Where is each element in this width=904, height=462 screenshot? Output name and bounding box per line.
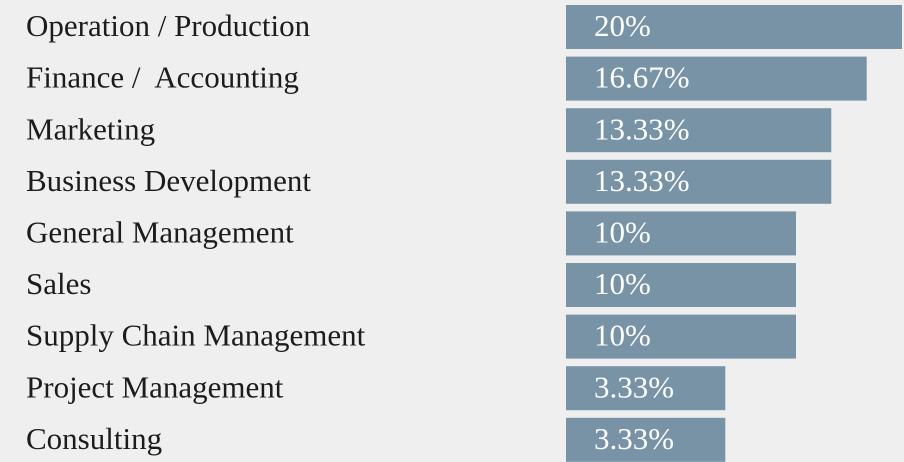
value-label: 13.33% bbox=[594, 111, 690, 146]
category-label: Business Development bbox=[26, 163, 311, 198]
category-label: Marketing bbox=[26, 111, 155, 146]
bar bbox=[566, 417, 726, 462]
value-label: 10% bbox=[594, 318, 651, 353]
value-label: 10% bbox=[594, 215, 651, 250]
value-label: 16.67% bbox=[594, 60, 690, 95]
category-label: Sales bbox=[26, 266, 91, 301]
value-label: 10% bbox=[594, 266, 651, 301]
bar bbox=[566, 366, 726, 411]
bar bbox=[566, 314, 796, 359]
bar bbox=[566, 263, 796, 307]
value-label: 3.33% bbox=[594, 421, 674, 456]
value-label: 3.33% bbox=[594, 369, 674, 404]
category-label: Operation / Production bbox=[26, 8, 311, 43]
category-label: Supply Chain Management bbox=[26, 318, 366, 353]
value-label: 20% bbox=[594, 8, 651, 43]
bar bbox=[566, 5, 902, 49]
category-label: Consulting bbox=[26, 421, 162, 456]
bar bbox=[566, 159, 832, 204]
bar bbox=[566, 108, 832, 153]
bar bbox=[566, 56, 867, 101]
category-label: General Management bbox=[26, 215, 294, 250]
category-label: Project Management bbox=[26, 369, 284, 404]
bar bbox=[566, 211, 796, 256]
value-label: 13.33% bbox=[594, 163, 690, 198]
category-label: Finance / Accounting bbox=[26, 60, 299, 95]
